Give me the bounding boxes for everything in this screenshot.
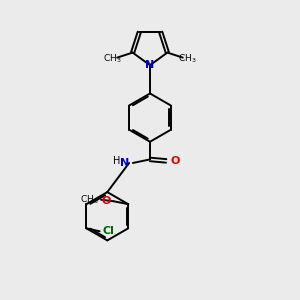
Text: O: O: [170, 156, 180, 166]
Text: CH$_3$: CH$_3$: [80, 194, 99, 206]
Text: CH$_3$: CH$_3$: [178, 53, 197, 65]
Text: N: N: [120, 158, 129, 168]
Text: O: O: [102, 196, 111, 206]
Text: N: N: [146, 60, 154, 70]
Text: CH$_3$: CH$_3$: [103, 53, 122, 65]
Text: H: H: [113, 156, 121, 166]
Text: Cl: Cl: [102, 226, 114, 236]
